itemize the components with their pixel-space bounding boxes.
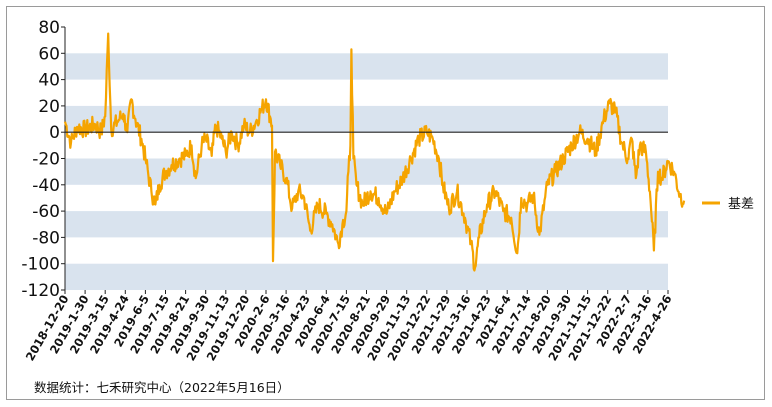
- y-tick-label: -120: [21, 281, 60, 301]
- chart-frame: [6, 6, 765, 400]
- source-note: 数据统计：七禾研究中心（2022年5月16日）: [34, 380, 290, 395]
- y-tick-label: 20: [38, 97, 60, 117]
- y-tick-label: -80: [32, 228, 60, 248]
- y-tick-label: 40: [38, 71, 60, 91]
- grid-band: [65, 211, 668, 238]
- grid-band: [65, 53, 668, 80]
- y-tick-label: 60: [38, 44, 60, 64]
- y-tick-label: 80: [38, 18, 60, 38]
- legend-label: 基差: [728, 197, 754, 212]
- grid-band: [65, 158, 668, 185]
- y-tick-label: -20: [32, 150, 60, 170]
- y-tick-label: -100: [21, 255, 60, 275]
- grid-band: [65, 105, 668, 133]
- y-tick-label: -40: [32, 176, 60, 196]
- grid-band: [65, 263, 668, 290]
- y-tick-label: -60: [32, 202, 60, 222]
- y-tick-label: 0: [49, 123, 60, 143]
